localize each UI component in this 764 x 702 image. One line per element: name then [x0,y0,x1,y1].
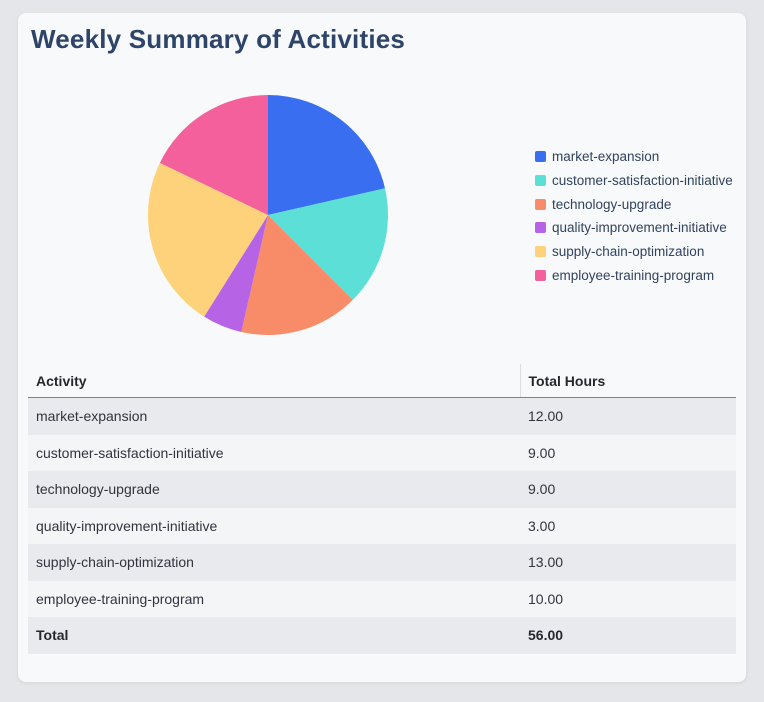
table-row: quality-improvement-initiative 3.00 [28,507,736,544]
cell-activity: market-expansion [28,397,520,435]
legend-item: customer-satisfaction-initiative [535,169,733,193]
table-row: market-expansion 12.00 [28,397,736,435]
cell-activity: customer-satisfaction-initiative [28,434,520,471]
cell-activity: quality-improvement-initiative [28,507,520,544]
pie-slice-employee-training-program [159,95,268,215]
legend-swatch-icon [535,222,546,234]
legend-label: technology-upgrade [552,196,672,212]
legend-swatch-icon [535,246,546,258]
table-total-row: Total 56.00 [28,617,736,654]
cell-activity: Total [28,617,520,654]
legend-swatch-icon [535,198,546,210]
legend-item: quality-improvement-initiative [535,216,733,240]
pie-slice-market-expansion [268,95,385,215]
column-header: Activity [28,364,520,398]
legend-label: employee-training-program [552,267,715,283]
pie-slice-customer-satisfaction-initiative [268,188,388,300]
table-header-row: Activity Total Hours [28,364,736,398]
chart-legend: market-expansion customer-satisfaction-in… [535,145,733,287]
legend-item: supply-chain-optimization [535,240,733,264]
cell-hours: 9.00 [520,471,736,508]
activities-table-container: Activity Total Hours market-expansion 12.0… [28,364,736,654]
cell-hours: 12.00 [520,397,736,435]
cell-hours: 10.00 [520,580,736,617]
pie-chart [147,95,388,335]
legend-swatch-icon [535,175,546,187]
cell-activity: technology-upgrade [28,471,520,508]
legend-item: employee-training-program [535,263,733,287]
pie-slice-technology-upgrade [241,215,353,335]
cell-hours: 13.00 [520,544,736,581]
cell-hours: 56.00 [520,617,736,654]
legend-swatch-icon [535,151,546,163]
activities-table: Activity Total Hours market-expansion 12.0… [28,364,736,654]
table-row: customer-satisfaction-initiative 9.00 [28,434,736,471]
legend-item: market-expansion [535,145,733,169]
table-row: supply-chain-optimization 13.00 [28,544,736,581]
page-title: Weekly Summary of Activities [31,24,406,54]
cell-activity: supply-chain-optimization [28,544,520,581]
legend-item: technology-upgrade [535,192,733,216]
table-row: technology-upgrade 9.00 [28,471,736,508]
cell-hours: 3.00 [520,507,736,544]
legend-label: supply-chain-optimization [552,244,705,260]
legend-label: customer-satisfaction-initiative [552,173,733,189]
table-row: employee-training-program 10.00 [28,580,736,617]
legend-swatch-icon [535,269,546,281]
pie-slice-supply-chain-optimization [147,162,268,317]
summary-card: Weekly Summary of Activities market-expa… [18,13,746,682]
pie-slice-quality-improvement-initiative [204,215,268,332]
legend-label: market-expansion [552,149,660,165]
column-header: Total Hours [519,364,736,398]
cell-activity: employee-training-program [28,580,520,617]
cell-hours: 9.00 [520,434,736,471]
legend-label: quality-improvement-initiative [552,220,727,236]
